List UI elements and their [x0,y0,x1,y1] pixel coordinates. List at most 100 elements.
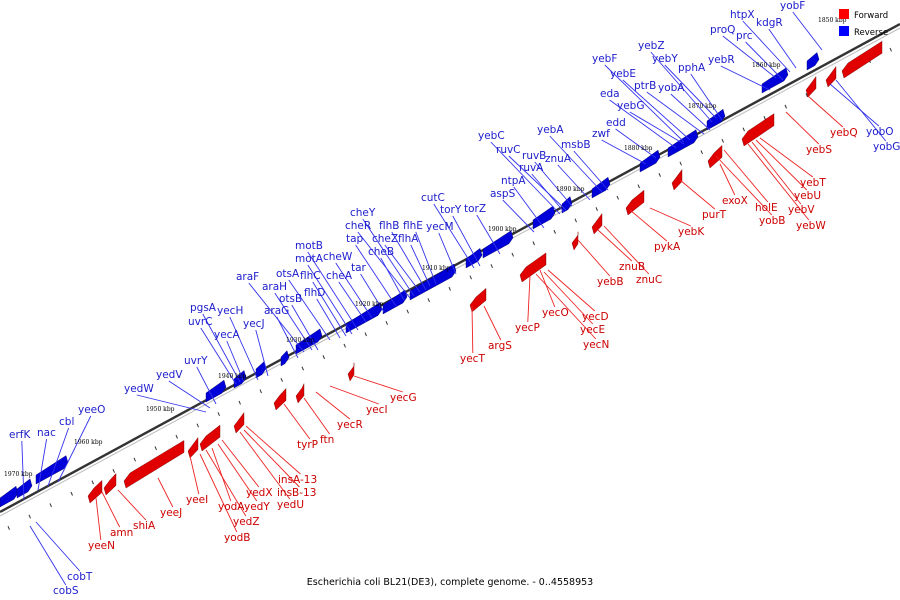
scale-tick [616,195,619,200]
scale-tick [7,525,10,530]
reverse-gene-arrow [16,478,33,499]
reverse-gene-label: yebZ [638,40,665,52]
forward-gene-arrow [103,472,117,496]
reverse-gene-label: ntpA [501,175,526,187]
reverse-gene-arrow [409,263,457,301]
kbp-label: 1960 kbp [74,439,103,446]
forward-gene-label: exoX [722,195,748,207]
forward-leader [221,439,260,488]
forward-leader [315,391,351,420]
reverse-gene-label: flhD [304,287,325,299]
forward-gene-label: yedY [244,501,270,513]
gene-arrows [0,40,883,508]
label-leaders [21,11,887,586]
reverse-gene-label: eda [600,88,620,100]
reverse-leader [362,218,415,297]
reverse-leader [604,64,685,143]
reverse-leader [502,199,535,233]
reverse-gene-label: erfK [9,429,31,441]
forward-gene-label: yebB [597,276,624,288]
reverse-gene-arrow [591,176,611,199]
scale-tick [301,366,304,371]
forward-gene-label: yecI [366,404,388,416]
forward-leader [283,403,311,440]
reverse-leader [557,164,591,201]
reverse-gene-label: yeeO [78,404,105,416]
reverse-gene-label: flhC [300,270,321,282]
reverse-leader [202,313,241,383]
forward-gene-label: ftn [320,434,334,446]
scale-tick [553,229,556,234]
scale-tick [133,457,136,462]
forward-gene-arrow [199,424,221,452]
reverse-leader [380,257,405,301]
reverse-leader [513,186,545,229]
reverse-gene-label: araF [236,271,259,283]
kbp-label: 1950 kbp [146,406,175,413]
scale-tick [532,241,535,246]
reverse-leader [312,281,347,337]
reverse-leader [200,327,237,385]
forward-leader [211,447,232,502]
reverse-gene-label: yobG [873,141,900,153]
reverse-leader [136,394,207,413]
scale-tick [469,275,472,280]
reverse-gene-label: yebC [478,130,505,142]
forward-leader [95,497,102,541]
reverse-gene-label: ptrB [634,80,656,92]
forward-gene-label: yecO [542,307,569,319]
reverse-leader [21,440,25,501]
forward-gene-arrow [707,144,723,169]
kbp-label: 1910 kbp [422,265,451,272]
scale-tick [448,286,451,291]
forward-gene-arrow [805,75,817,98]
reverse-gene-label: cheR [345,220,371,232]
scale-tick [238,400,241,405]
reverse-leader [433,203,475,269]
forward-gene-label: purT [702,209,727,221]
reverse-gene-label: yobA [658,82,685,94]
reverse-leader [57,415,92,483]
forward-gene-arrow [295,383,305,404]
reverse-leader [391,231,427,291]
forward-leader [239,431,291,500]
scale-tick [742,127,745,132]
forward-leader [245,425,301,475]
forward-leader [577,239,611,277]
reverse-gene-label: motB [295,240,323,252]
reverse-gene-label: uvrY [184,355,208,367]
reverse-gene-label: cheW [323,251,353,263]
reverse-leader [835,79,887,142]
reverse-leader [742,20,791,73]
scale-tick [259,389,262,394]
reverse-leader [534,161,573,207]
reverse-gene-label: kdgR [756,17,783,29]
reverse-gene-label: otsB [279,293,302,305]
forward-leader [597,229,633,262]
forward-gene-label: yecR [337,419,363,431]
forward-gene-label: yebS [806,144,832,156]
forward-leader [189,455,200,495]
scale-tick [406,309,409,314]
forward-leader [353,375,403,393]
forward-gene-arrow [671,168,683,191]
legend-forward-label: Forward [854,11,888,21]
scale-tick [196,423,199,428]
forward-gene-label: yecE [580,324,605,336]
forward-gene-arrow [519,252,547,283]
legend: Forward Reverse [839,9,888,38]
reverse-gene-label: znuA [545,153,572,165]
scale-tick [91,480,94,485]
reverse-leader [360,273,385,313]
reverse-leader [438,232,457,275]
forward-gene-label: yecP [515,322,540,334]
forward-leader [117,489,147,521]
reverse-gene-arrow [482,230,514,259]
reverse-leader [452,215,481,267]
legend-forward-swatch [839,9,849,19]
forward-gene-arrow [841,40,883,79]
forward-leader [807,95,844,128]
reverse-gene-label: prc [736,30,753,42]
reverse-gene-label: cobS [53,585,79,597]
reverse-leader [47,427,70,487]
